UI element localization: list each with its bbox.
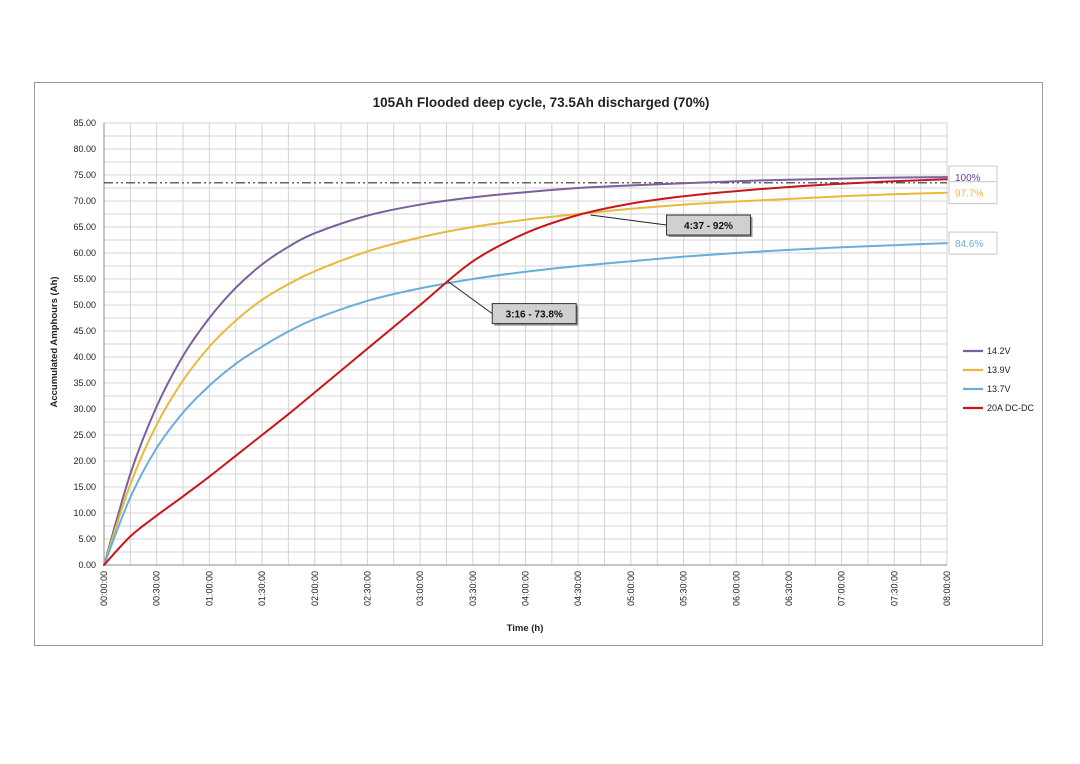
x-tick-label: 05:00:00 <box>626 571 636 606</box>
y-tick-label: 75.00 <box>73 170 96 180</box>
y-axis-label: Accumulated Amphours (Ah) <box>49 276 60 407</box>
y-tick-label: 65.00 <box>73 222 96 232</box>
x-tick-label: 05:30:00 <box>679 571 689 606</box>
chart-title: 105Ah Flooded deep cycle, 73.5Ah dischar… <box>373 95 710 110</box>
line-chart: 105Ah Flooded deep cycle, 73.5Ah dischar… <box>49 95 1035 634</box>
x-tick-label: 02:30:00 <box>362 571 372 606</box>
legend-item: 13.7V <box>963 384 1011 394</box>
y-tick-label: 70.00 <box>73 196 96 206</box>
x-tick-label: 08:00:00 <box>942 571 952 606</box>
x-axis-ticks: 00:00:00 00:30:00 01:00:00 01:30:00 02:00:00… <box>99 571 952 606</box>
legend-item: 14.2V <box>963 346 1011 356</box>
x-tick-label: 01:30:00 <box>257 571 267 606</box>
y-tick-label: 45.00 <box>73 326 96 336</box>
annotation-callout: 3:16 - 73.8% <box>447 281 579 326</box>
x-tick-label: 03:30:00 <box>468 571 478 606</box>
annotation-leader <box>590 214 667 226</box>
y-tick-label: 55.00 <box>73 274 96 284</box>
end-label-text: 84.6% <box>955 239 983 250</box>
x-axis-label: Time (h) <box>507 623 544 634</box>
x-tick-label: 00:00:00 <box>99 571 109 606</box>
y-tick-label: 50.00 <box>73 300 96 310</box>
y-tick-label: 0.00 <box>78 560 96 570</box>
legend-item: 13.9V <box>963 365 1011 375</box>
x-tick-label: 04:30:00 <box>573 571 583 606</box>
y-axis-ticks: 0.00 5.00 10.00 15.00 20.00 25.00 30.00 35.00 40… <box>73 118 96 570</box>
x-tick-label: 00:30:00 <box>152 571 162 606</box>
legend: 14.2V 13.9V 13.7V 20A DC-DC <box>963 346 1035 413</box>
end-label: 97.7% <box>948 181 998 205</box>
y-tick-label: 20.00 <box>73 456 96 466</box>
y-tick-label: 25.00 <box>73 430 96 440</box>
y-tick-label: 40.00 <box>73 352 96 362</box>
end-label-box <box>948 181 998 205</box>
x-tick-label: 01:00:00 <box>204 571 214 606</box>
legend-label: 14.2V <box>987 346 1011 356</box>
annotation-text: 4:37 - 92% <box>684 221 733 232</box>
legend-item: 20A DC-DC <box>963 403 1035 413</box>
series-layer <box>103 176 948 566</box>
annotation-leader <box>447 281 493 315</box>
series-line-13-9v <box>103 191 948 566</box>
end-label-text: 100% <box>955 173 981 184</box>
x-tick-label: 04:00:00 <box>521 571 531 606</box>
y-tick-label: 80.00 <box>73 144 96 154</box>
annotation-callout: 4:37 - 92% <box>590 214 753 238</box>
annotation-box <box>665 214 751 236</box>
end-label: 84.6% <box>948 231 998 255</box>
chart-frame: 105Ah Flooded deep cycle, 73.5Ah dischar… <box>34 82 1043 646</box>
x-tick-label: 06:00:00 <box>731 571 741 606</box>
x-tick-label: 07:30:00 <box>889 571 899 606</box>
y-tick-label: 60.00 <box>73 248 96 258</box>
annotation-box <box>491 303 577 325</box>
legend-label: 13.7V <box>987 384 1011 394</box>
x-tick-label: 02:00:00 <box>310 571 320 606</box>
series-line-20a-dc-dc <box>103 178 948 566</box>
annotation-text: 3:16 - 73.8% <box>506 310 563 321</box>
end-label-text: 97.7% <box>955 189 983 200</box>
grid <box>103 122 948 566</box>
y-tick-label: 85.00 <box>73 118 96 128</box>
y-tick-label: 30.00 <box>73 404 96 414</box>
y-tick-label: 15.00 <box>73 482 96 492</box>
legend-label: 20A DC-DC <box>987 403 1035 413</box>
x-tick-label: 07:00:00 <box>837 571 847 606</box>
x-tick-label: 06:30:00 <box>784 571 794 606</box>
legend-label: 13.9V <box>987 365 1011 375</box>
y-tick-label: 10.00 <box>73 508 96 518</box>
end-label-box <box>948 231 998 255</box>
y-tick-label: 35.00 <box>73 378 96 388</box>
end-labels: 100% 97.7% 84.6% <box>948 165 998 255</box>
x-tick-label: 03:00:00 <box>415 571 425 606</box>
series-line-13-7v <box>103 242 948 566</box>
series-line-14-2v <box>103 176 948 566</box>
y-tick-label: 5.00 <box>78 534 96 544</box>
annotations: 3:16 - 73.8% 4:37 - 92% <box>447 214 753 326</box>
